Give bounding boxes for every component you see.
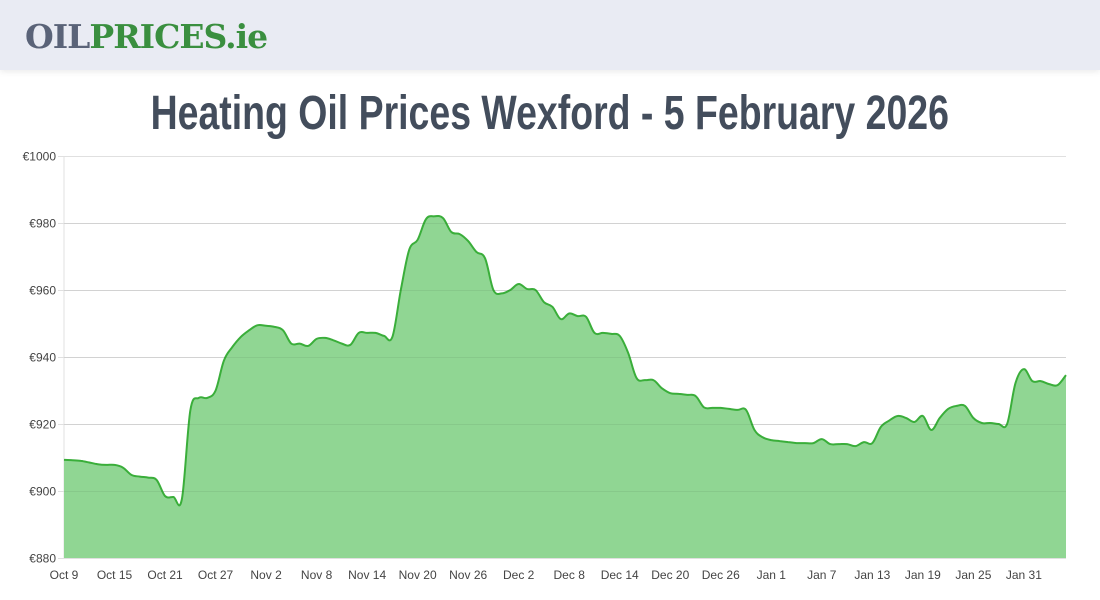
- x-tick-label: Jan 13: [854, 568, 890, 582]
- site-logo[interactable]: OILPRICES.ie: [25, 17, 268, 57]
- logo-part-prices: PRICES.ie: [89, 17, 268, 56]
- y-tick-label: €920: [29, 418, 56, 432]
- x-tick-label: Nov 26: [449, 568, 487, 582]
- x-tick-label: Dec 26: [702, 568, 740, 582]
- x-tick-label: Oct 15: [97, 568, 133, 582]
- x-tick-label: Nov 2: [250, 568, 282, 582]
- price-line: [63, 215, 1067, 507]
- y-tick-label: €1000: [23, 150, 57, 164]
- price-area-fill: [64, 216, 1066, 558]
- x-tick-label: Oct 9: [50, 568, 79, 582]
- x-tick-label: Oct 21: [147, 568, 183, 582]
- x-tick-label: Jan 25: [955, 568, 991, 582]
- y-tick-label: €880: [29, 552, 56, 566]
- x-tick-label: Dec 14: [601, 568, 639, 582]
- x-tick-label: Nov 8: [301, 568, 333, 582]
- x-tick-label: Nov 14: [348, 568, 386, 582]
- x-tick-label: Dec 2: [503, 568, 535, 582]
- x-axis: Oct 9 Oct 15 Oct 21 Oct 27 Nov 2 Nov 8 Nov 14 N…: [50, 568, 1043, 582]
- x-tick-label: Dec 8: [554, 568, 586, 582]
- page-title: Heating Oil Prices Wexford - 5 February …: [150, 87, 950, 140]
- y-tick-label: €980: [29, 217, 56, 231]
- x-tick-label: Jan 1: [757, 568, 787, 582]
- y-tick-label: €960: [29, 284, 56, 298]
- x-tick-label: Nov 20: [399, 568, 437, 582]
- x-tick-label: Jan 7: [807, 568, 837, 582]
- x-tick-label: Oct 27: [198, 568, 234, 582]
- site-header: OILPRICES.ie: [0, 0, 1100, 70]
- x-tick-label: Jan 31: [1006, 568, 1042, 582]
- x-tick-label: Jan 19: [905, 568, 941, 582]
- x-tick-label: Dec 20: [651, 568, 689, 582]
- y-tick-label: €900: [29, 485, 56, 499]
- logo-part-oil: OIL: [25, 17, 90, 56]
- y-tick-label: €940: [29, 351, 56, 365]
- y-axis: €880 €900 €920 €940 €960 €980 €1000: [23, 150, 57, 566]
